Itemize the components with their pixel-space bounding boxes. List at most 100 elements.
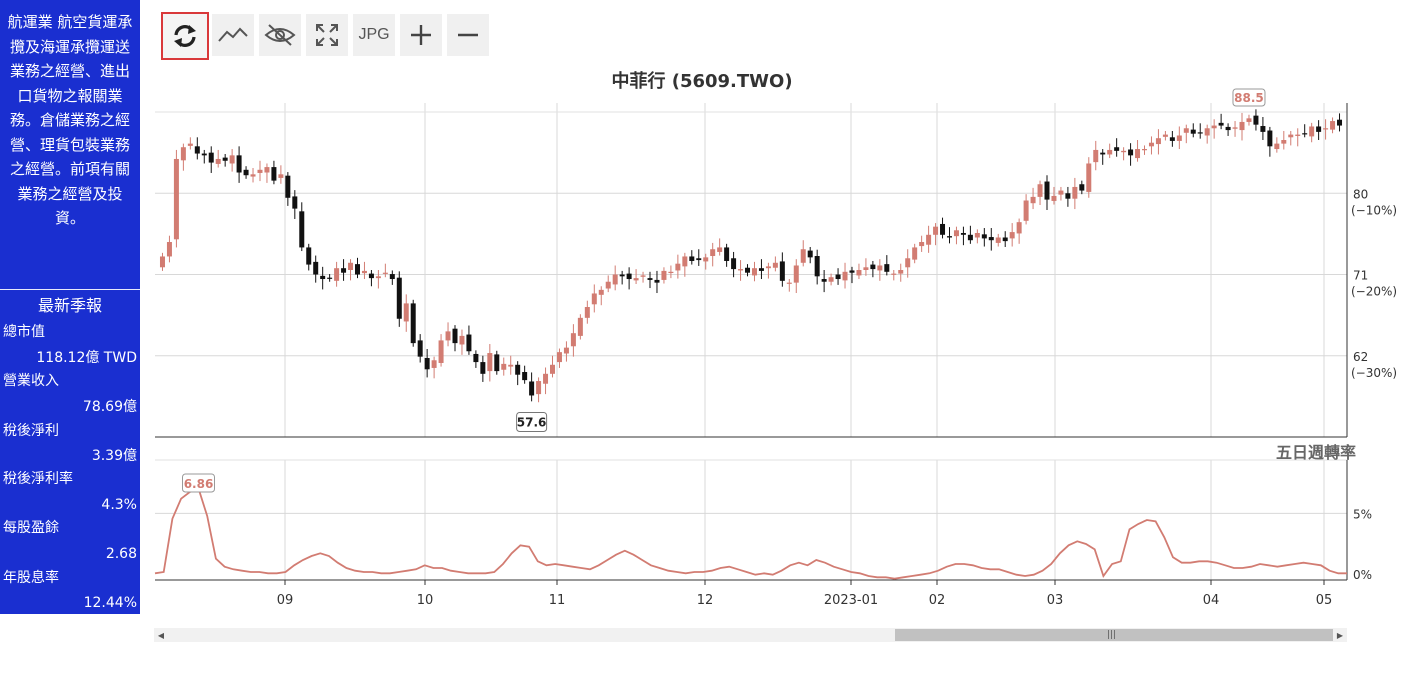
candle (1072, 186, 1078, 199)
candle (159, 256, 165, 268)
candle (696, 258, 702, 261)
x-tick-label: 2023-01 (824, 593, 878, 608)
candle (1002, 237, 1008, 242)
metric-label: 稅後淨利 (3, 423, 59, 439)
candle (1065, 193, 1071, 199)
candle (320, 275, 326, 280)
candle (953, 230, 959, 237)
candle (661, 270, 667, 280)
turnover-max-label: 6.86 (184, 477, 214, 491)
line-chart-button[interactable] (212, 14, 254, 56)
candle (173, 158, 179, 240)
candle (710, 249, 716, 257)
candle (1107, 149, 1113, 155)
candle (563, 347, 569, 354)
fullscreen-icon (316, 24, 338, 46)
candle (807, 250, 813, 258)
turnover-line (154, 487, 1347, 580)
candle (814, 256, 820, 277)
metric-value: 118.12億 TWD (36, 350, 137, 366)
candle (285, 175, 291, 198)
candle (1135, 149, 1141, 159)
zoom-in-button[interactable] (400, 14, 442, 56)
zoom-out-button[interactable] (447, 14, 489, 56)
candle (633, 278, 639, 281)
scroll-right-arrow[interactable]: ▶ (1336, 630, 1344, 640)
scroll-thumb[interactable]: ||| (895, 629, 1333, 641)
turnover-tick-label: 0% (1353, 568, 1372, 582)
refresh-button[interactable] (161, 12, 209, 60)
candle (1086, 163, 1092, 192)
candle (654, 279, 660, 283)
candle (758, 268, 764, 271)
candle (800, 249, 806, 263)
eye-off-icon (264, 24, 296, 46)
candle (1058, 190, 1064, 195)
min-price-label-box (516, 411, 548, 432)
candle (849, 270, 855, 273)
candle (717, 247, 723, 252)
candle (417, 340, 423, 357)
candle (689, 256, 695, 261)
fullscreen-button[interactable] (306, 14, 348, 56)
candle (870, 264, 876, 270)
candle (257, 169, 263, 173)
company-info-panel: 航運業 航空貨運承攬及海運承攬運送業務之經營、進出口貨物之報關業務。倉儲業務之經… (0, 0, 140, 614)
candle (264, 167, 270, 173)
candle (967, 234, 973, 241)
candle (1197, 132, 1203, 134)
candle (543, 373, 549, 384)
candle (1225, 126, 1231, 131)
candle (1274, 143, 1280, 150)
candle (856, 270, 862, 276)
candle (772, 262, 778, 268)
candle (933, 226, 939, 235)
candle (410, 303, 416, 344)
candle (1009, 232, 1015, 239)
candle (1155, 138, 1161, 145)
candle (1239, 121, 1245, 131)
candle (842, 271, 848, 281)
scroll-left-arrow[interactable]: ◀ (157, 630, 165, 640)
chart-scrollbar[interactable]: ◀ ||| ▶ (154, 628, 1347, 642)
turnover-tick-label: 5% (1353, 507, 1372, 521)
candle (1316, 126, 1322, 132)
candle (981, 234, 987, 239)
x-tick-label: 09 (277, 593, 294, 608)
candle (299, 211, 305, 248)
hide-button[interactable] (259, 14, 301, 56)
candle (577, 317, 583, 336)
candle (354, 264, 360, 275)
candle (550, 364, 556, 374)
candle (487, 353, 493, 372)
x-tick-label: 12 (697, 593, 714, 608)
candle (306, 247, 312, 265)
candle (292, 196, 298, 209)
candle (1169, 137, 1175, 141)
turnover-max-label-box (182, 473, 216, 493)
candle (1218, 122, 1224, 126)
x-tick-label: 03 (1047, 593, 1064, 608)
candle (1079, 184, 1085, 191)
candle (779, 261, 785, 281)
candle (1148, 142, 1154, 147)
candle (1037, 184, 1043, 197)
candle (375, 276, 381, 279)
line-chart-icon (218, 27, 248, 42)
candle (403, 303, 409, 322)
candle (619, 274, 625, 277)
candle (1246, 118, 1252, 122)
metric-label: 營業收入 (3, 373, 59, 389)
candle (995, 237, 1001, 243)
export-jpg-button[interactable]: JPG (353, 14, 395, 56)
candle (821, 279, 827, 282)
x-tick-label: 10 (417, 593, 434, 608)
metric-label: 年股息率 (3, 570, 59, 586)
candle (1093, 149, 1099, 163)
metric-label: 每股盈餘 (3, 520, 59, 536)
candle (591, 293, 597, 305)
panel-divider (0, 289, 140, 290)
candle (835, 274, 841, 280)
candle (250, 174, 256, 177)
min-price-label: 57.6 (517, 415, 547, 429)
